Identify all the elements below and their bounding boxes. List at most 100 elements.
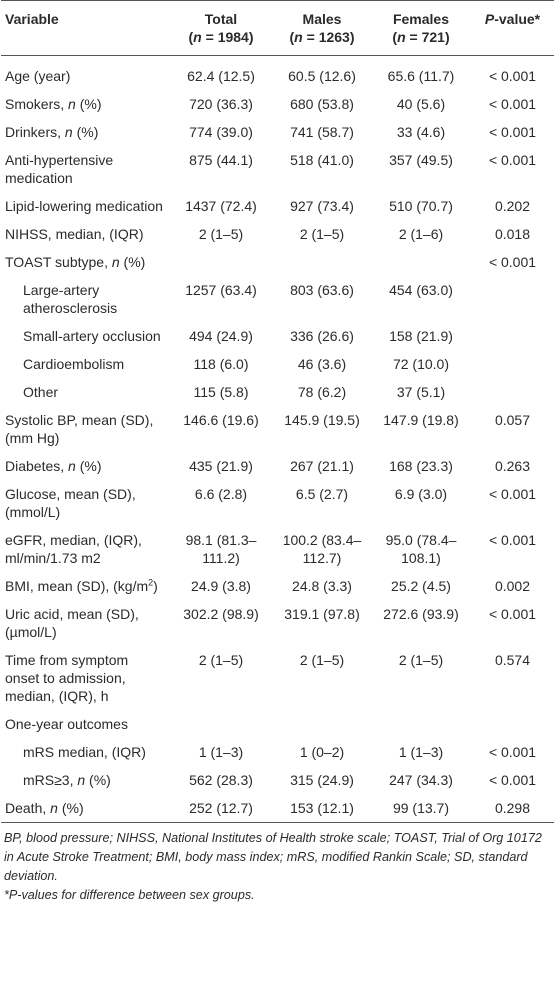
italic-text: n — [64, 124, 73, 140]
text: 145.9 (19.5) — [284, 412, 360, 428]
cell: 272.6 (93.9) — [371, 600, 471, 646]
cell: 494 (24.9) — [169, 322, 273, 350]
cell: 1 (1–3) — [169, 738, 273, 766]
header-sub: (n = 1263) — [276, 28, 368, 46]
cell: 72 (10.0) — [371, 350, 471, 378]
cell: 168 (23.3) — [371, 452, 471, 480]
cell: 0.202 — [471, 192, 554, 220]
text: 1 (0–2) — [299, 744, 345, 760]
cell: 510 (70.7) — [371, 192, 471, 220]
text: BP, blood pressure; NIHSS, National Inst… — [4, 831, 542, 883]
table-row: Diabetes, n (%) 435 (21.9) 267 (21.1) 168 (… — [1, 452, 554, 480]
text: 6.6 (2.8) — [194, 486, 248, 502]
text: 518 (41.0) — [290, 152, 354, 168]
text: Systolic BP, mean (SD), (mm Hg) — [5, 412, 154, 446]
italic-text: n — [77, 772, 86, 788]
row-label: Smokers, n (%) — [1, 90, 169, 118]
cell: 46 (3.6) — [273, 350, 371, 378]
text: Total — [204, 11, 238, 27]
cell: 118 (6.0) — [169, 350, 273, 378]
text: = 1263) — [302, 29, 355, 45]
row-label: Diabetes, n (%) — [1, 452, 169, 480]
text: < 0.001 — [488, 96, 537, 112]
text: 168 (23.3) — [389, 458, 453, 474]
text: 65.6 (11.7) — [387, 68, 455, 84]
text: 153 (12.1) — [290, 800, 354, 816]
cell: 158 (21.9) — [371, 322, 471, 350]
cell: 99 (13.7) — [371, 794, 471, 823]
row-label: mRS median, (IQR) — [1, 738, 169, 766]
text: 118 (6.0) — [193, 356, 249, 372]
header-sub: (n = 721) — [374, 28, 468, 46]
cell: 6.5 (2.7) — [273, 480, 371, 526]
row-label: Time from symptom onset to admission, me… — [1, 646, 169, 710]
text: < 0.001 — [488, 606, 537, 622]
text: 24.9 (3.8) — [191, 578, 251, 594]
table-row: Systolic BP, mean (SD), (mm Hg) 146.6 (19… — [1, 406, 554, 452]
cell: 252 (12.7) — [169, 794, 273, 823]
header-cell: Variable — [1, 1, 169, 56]
text: 2 (1–5) — [198, 226, 244, 242]
text: Glucose, mean (SD), (mmol/L) — [5, 486, 136, 520]
text: 741 (58.7) — [290, 124, 354, 140]
cell — [471, 276, 554, 322]
text: 37 (5.1) — [396, 384, 446, 400]
cell: 803 (63.6) — [273, 276, 371, 322]
italic-text: n — [68, 458, 76, 474]
text: 0.018 — [494, 226, 531, 242]
text: 0.263 — [494, 458, 531, 474]
cell — [471, 378, 554, 406]
cell: 875 (44.1) — [169, 146, 273, 192]
text: ( — [188, 29, 194, 45]
cell: 454 (63.0) — [371, 276, 471, 322]
text: Time from symptom onset to admission, me… — [5, 652, 129, 704]
text: Smokers, — [5, 96, 69, 112]
text: < 0.001 — [488, 68, 537, 84]
table-row: Age (year) 62.4 (12.5) 60.5 (12.6) 65.6 (11… — [1, 56, 554, 91]
text: 158 (21.9) — [389, 328, 453, 344]
cell: 37 (5.1) — [371, 378, 471, 406]
row-label: mRS≥3, n (%) — [1, 766, 169, 794]
header-cell: Males (n = 1263) — [273, 1, 371, 56]
text: *P-values for difference between sex gro… — [4, 888, 255, 902]
cell: < 0.001 — [471, 90, 554, 118]
text: Uric acid, mean (SD), (µmol/L) — [5, 606, 139, 640]
table-row: mRS≥3, n (%) 562 (28.3) 315 (24.9) 247 (34.… — [1, 766, 554, 794]
cell: 336 (26.6) — [273, 322, 371, 350]
header-cell: P-value* — [471, 1, 554, 56]
cell: < 0.001 — [471, 146, 554, 192]
text: 60.5 (12.6) — [288, 68, 356, 84]
cell: 153 (12.1) — [273, 794, 371, 823]
italic-text: P — [484, 11, 495, 27]
cell — [169, 710, 273, 738]
cell: 302.2 (98.9) — [169, 600, 273, 646]
text: (%) — [75, 96, 102, 112]
text: Other — [23, 384, 59, 400]
text: Males — [302, 11, 342, 27]
cell: 562 (28.3) — [169, 766, 273, 794]
text: 0.574 — [494, 652, 531, 668]
table-row: Small-artery occlusion 494 (24.9) 336 (26.… — [1, 322, 554, 350]
text: 302.2 (98.9) — [183, 606, 259, 622]
cell: 40 (5.6) — [371, 90, 471, 118]
row-label: TOAST subtype, n (%) — [1, 248, 169, 276]
cell: < 0.001 — [471, 600, 554, 646]
cell: 0.018 — [471, 220, 554, 248]
data-table: Variable Total (n = 1984) Males (n = 1263) Fe… — [1, 0, 554, 823]
cell: 315 (24.9) — [273, 766, 371, 794]
table-row: eGFR, median, (IQR), ml/min/1.73 m2 98.1 … — [1, 526, 554, 572]
text: 680 (53.8) — [290, 96, 354, 112]
table-row: Cardioembolism 118 (6.0) 46 (3.6) 72 (10.0) — [1, 350, 554, 378]
italic-text: n — [50, 800, 58, 816]
row-label: Other — [1, 378, 169, 406]
text: 315 (24.9) — [290, 772, 354, 788]
cell: 98.1 (81.3–111.2) — [169, 526, 273, 572]
text: 115 (5.8) — [193, 384, 249, 400]
text: 2 (1–5) — [299, 652, 345, 668]
text: Small-artery occlusion — [23, 328, 161, 344]
row-label: Drinkers, n (%) — [1, 118, 169, 146]
header-title: Females — [374, 10, 468, 28]
row-label: Age (year) — [1, 56, 169, 91]
text: 357 (49.5) — [389, 152, 453, 168]
cell: 1257 (63.4) — [169, 276, 273, 322]
